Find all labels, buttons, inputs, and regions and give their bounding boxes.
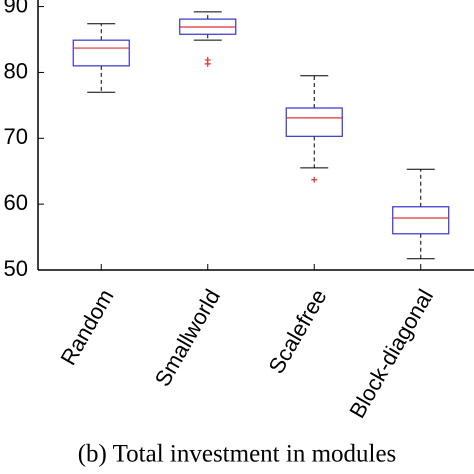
box [392,206,450,235]
outlier [204,60,211,67]
x-tick-label: Block-diagonal [344,285,438,422]
x-tick-label: Scalefree [263,285,331,378]
y-tick-label: 50 [4,256,28,281]
y-tick-label: 90 [4,0,28,17]
box [72,39,130,67]
box [285,107,343,137]
x-tick-label: Smallworld [150,285,225,391]
y-tick-label: 70 [4,124,28,149]
outlier [311,176,318,183]
y-tick-label: 80 [4,58,28,83]
y-tick-label: 60 [4,190,28,215]
caption: (b) Total investment in modules [78,441,397,468]
x-tick-label: Random [55,285,118,370]
